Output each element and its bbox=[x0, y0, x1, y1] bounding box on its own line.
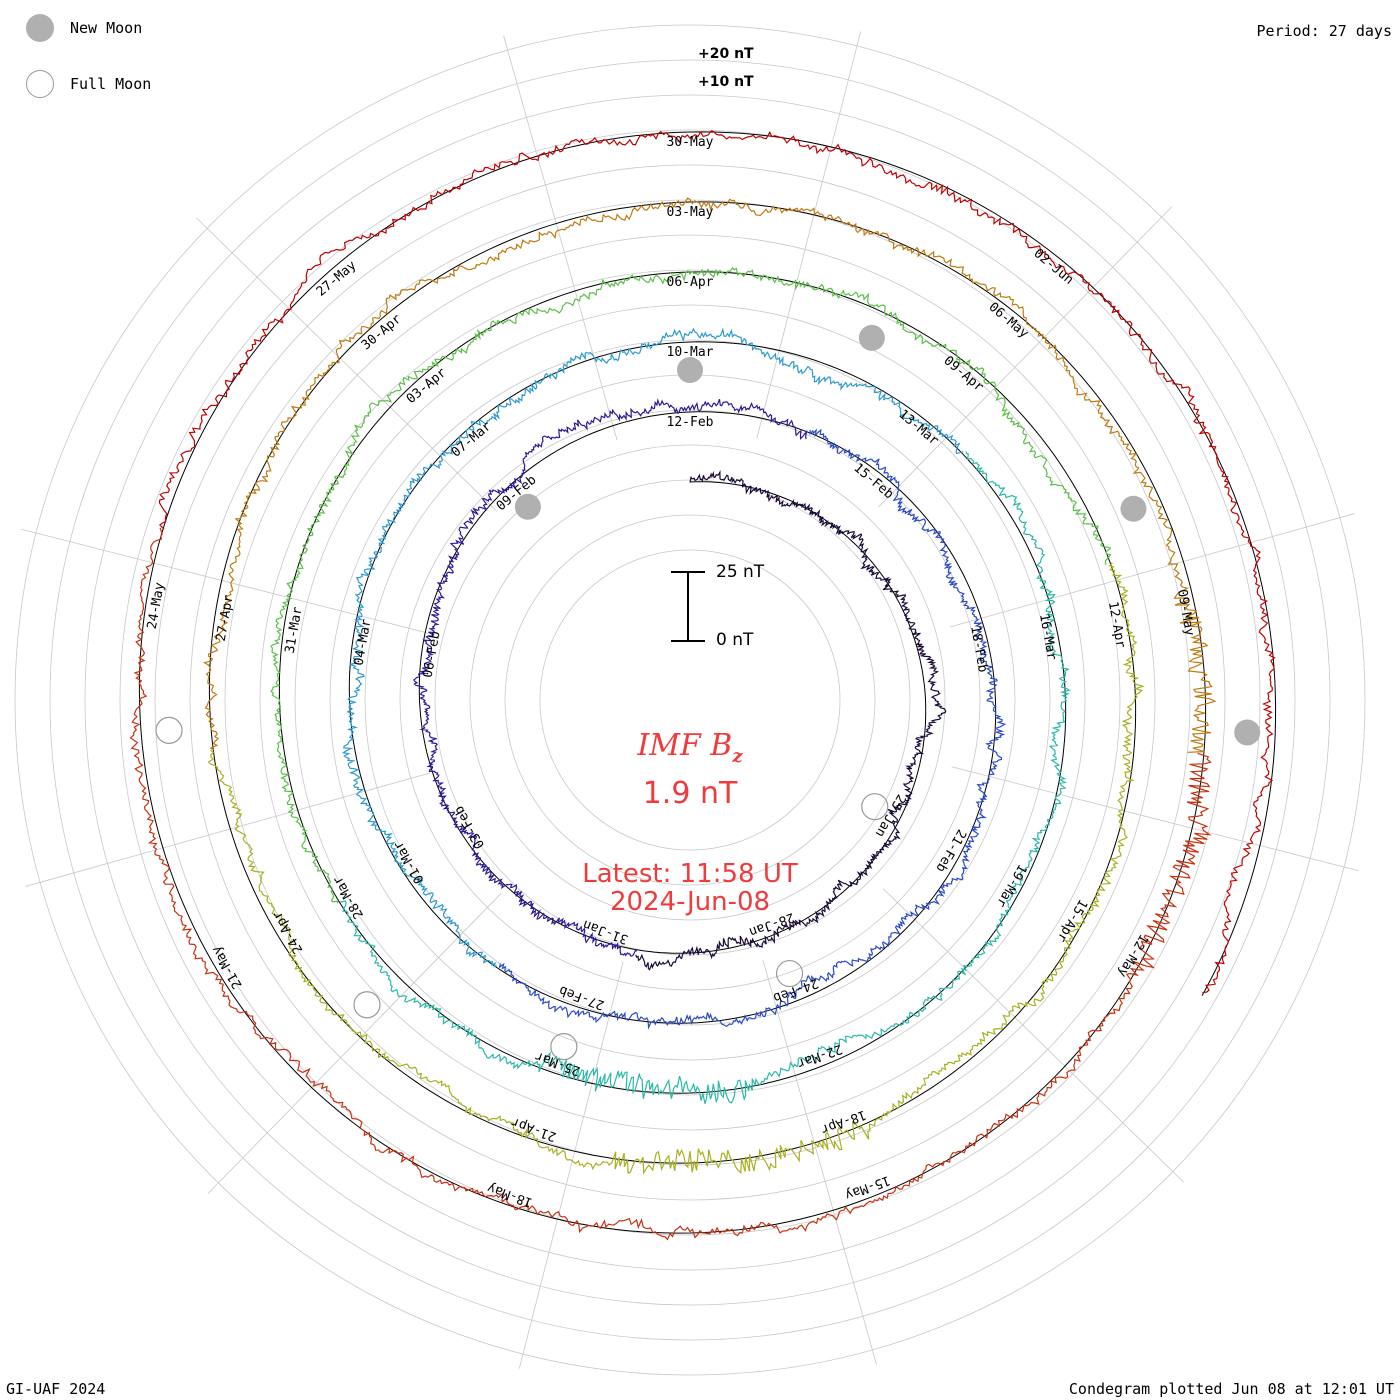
grid-spoke bbox=[25, 772, 431, 887]
grid-ring bbox=[259, 269, 1121, 1131]
new-moon-marker bbox=[858, 324, 885, 351]
grid-ring bbox=[539, 549, 841, 851]
legend-full-moon: Full Moon bbox=[26, 70, 151, 98]
baseline-spiral bbox=[138, 131, 1277, 1234]
grid-spoke bbox=[503, 35, 618, 441]
bz-series-trace bbox=[635, 469, 947, 971]
grid-ring bbox=[84, 94, 1296, 1306]
grid-spoke bbox=[951, 766, 1359, 872]
latest-time-line: Latest: 11:58 UT bbox=[582, 859, 798, 889]
date-tick-label: 10-Mar bbox=[667, 345, 714, 360]
grid-ring bbox=[119, 129, 1261, 1271]
date-tick-label: 15-May bbox=[843, 1172, 892, 1202]
bz-series-trace bbox=[207, 562, 1145, 1175]
legend-new-moon: New Moon bbox=[26, 14, 142, 42]
date-tick-label: 12-Feb bbox=[667, 415, 714, 430]
new-moon-marker bbox=[1234, 719, 1261, 746]
chart-title-main: IMF B bbox=[637, 728, 733, 763]
full-moon-marker bbox=[861, 793, 889, 821]
grid-spoke bbox=[878, 206, 1173, 508]
grid-ring bbox=[364, 374, 1016, 1026]
date-tick-label: 16-Mar bbox=[1036, 613, 1059, 662]
date-tick-label: 03-May bbox=[667, 205, 714, 220]
grid-ring bbox=[224, 234, 1156, 1166]
new-moon-label: New Moon bbox=[70, 19, 143, 37]
full-moon-marker bbox=[775, 959, 804, 988]
bz-series-trace bbox=[498, 428, 1007, 1030]
grid-spoke bbox=[882, 888, 1184, 1183]
credit-label: GI-UAF 2024 bbox=[6, 1380, 106, 1398]
full-moon-marker bbox=[550, 1033, 578, 1061]
grid-spoke bbox=[762, 959, 877, 1365]
grid-ring bbox=[504, 514, 876, 886]
grid-ring bbox=[49, 59, 1331, 1341]
grid-spoke bbox=[21, 528, 429, 634]
plot-timestamp: Condegram plotted Jun 08 at 12:01 UT bbox=[1068, 1380, 1394, 1398]
date-tick-label: 21-May bbox=[209, 943, 246, 991]
ring-scale-plus20: +20 nT bbox=[698, 46, 754, 62]
grid-ring bbox=[329, 339, 1051, 1061]
date-tick-label: 06-Apr bbox=[667, 275, 714, 290]
date-tick-label: 12-Apr bbox=[1105, 600, 1128, 649]
full-moon-marker bbox=[155, 716, 183, 744]
grid-ring bbox=[294, 304, 1086, 1096]
bz-series-trace bbox=[413, 398, 808, 957]
grid-ring bbox=[469, 479, 911, 921]
bz-series-trace bbox=[341, 327, 964, 968]
new-moon-marker bbox=[514, 493, 541, 520]
full-moon-label: Full Moon bbox=[70, 75, 152, 93]
grid-ring bbox=[154, 164, 1226, 1236]
date-tick-label: 30-May bbox=[667, 135, 714, 150]
date-tick-label: 18-Feb bbox=[967, 625, 990, 674]
new-moon-marker bbox=[677, 357, 703, 383]
grid-ring bbox=[14, 24, 1366, 1376]
grid-spoke bbox=[518, 961, 624, 1369]
scale-bar-top-label: 25 nT bbox=[716, 562, 765, 582]
new-moon-icon bbox=[26, 14, 54, 42]
date-tick-label: 09-May bbox=[1174, 588, 1197, 637]
new-moon-marker bbox=[1120, 495, 1147, 522]
grid-spoke bbox=[207, 892, 502, 1194]
period-label: Period: 27 days bbox=[1256, 22, 1392, 40]
bz-series-trace bbox=[158, 130, 1276, 994]
bz-series-trace bbox=[270, 266, 1112, 904]
ring-scale-plus10: +10 nT bbox=[698, 74, 754, 90]
latest-time: Latest: 11:58 UT 2024-Jun-08 bbox=[0, 860, 1380, 916]
chart-title: IMF Bz bbox=[0, 728, 1380, 767]
latest-date-line: 2024-Jun-08 bbox=[609, 887, 771, 917]
bz-series-trace bbox=[340, 451, 1071, 1104]
full-moon-marker bbox=[353, 991, 381, 1019]
chart-title-sub: z bbox=[732, 746, 743, 767]
grid-spoke bbox=[196, 217, 498, 512]
grid-spoke bbox=[949, 513, 1355, 628]
current-value: 1.9 nT bbox=[642, 776, 738, 811]
grid-spoke bbox=[756, 31, 862, 439]
full-moon-icon bbox=[26, 70, 54, 98]
bz-series-trace bbox=[202, 197, 1217, 753]
bz-series-trace bbox=[129, 527, 1212, 1241]
scale-bar-bottom-label: 0 nT bbox=[716, 630, 754, 650]
